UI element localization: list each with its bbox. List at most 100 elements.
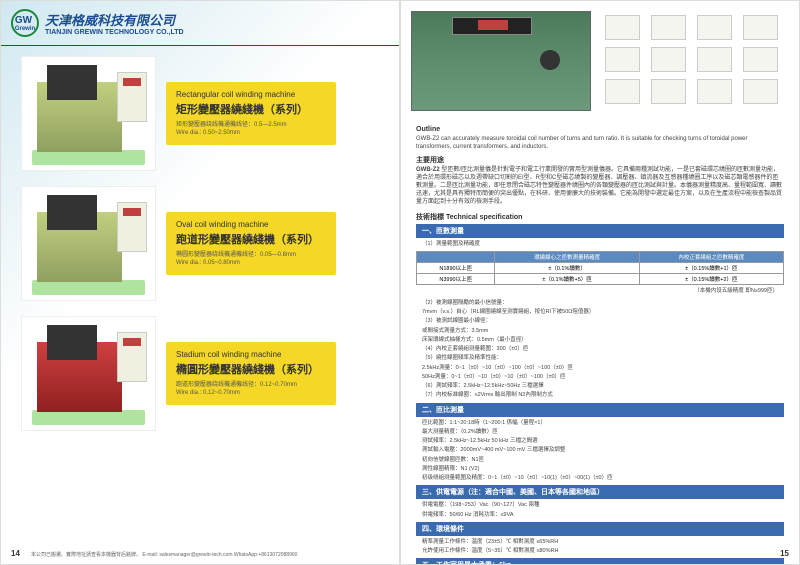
- product-label: Rectangular coil winding machine 矩形變壓器繞綫…: [166, 82, 336, 146]
- spec-line: （3）被测試線圈最小線徑：: [422, 317, 778, 325]
- product-image-1: [21, 56, 156, 171]
- logo-icon: GW Grewin: [11, 9, 39, 37]
- product-title-en: Stadium coil winding machine: [176, 350, 326, 359]
- td: N3990以上匝: [417, 273, 495, 284]
- product-list: Rectangular coil winding machine 矩形變壓器繞綫…: [1, 46, 399, 456]
- component-icon: [743, 15, 778, 40]
- outline-body: 型匝數/匝比測量儀是針對電子和電工行業開發的實用型測量儀器。它具備兩種測試功能，…: [416, 167, 782, 204]
- company-name-cn: 天津格威科技有限公司: [45, 10, 184, 29]
- product-title-en: Oval coil winding machine: [176, 220, 326, 229]
- product-title-cn: 橢圓形變壓器繞綫機（系列）: [176, 361, 326, 377]
- spec-line: 匝比範圍：1:1~20:18時（1~200:1 係幅（量程×1）: [422, 419, 778, 427]
- product-label: Stadium coil winding machine 橢圓形變壓器繞綫機（系…: [166, 342, 336, 406]
- th: [417, 251, 495, 262]
- outline-text-en: GWB-Z2 can accurately measure toroidal c…: [416, 135, 784, 152]
- td: ±（0.1%讀數）: [495, 262, 639, 273]
- spec-items-2: 匝比範圍：1:1~20:18時（1~200:1 係幅（量程×1）最大测量精度：（…: [416, 417, 784, 486]
- product-desc2: Wire dia.: 0.50~2.50mm: [176, 129, 326, 137]
- component-icon: [651, 15, 686, 40]
- td: ±（0.1%讀數+5）匝: [495, 273, 639, 284]
- table1-footnote: （本機内设五級精度 即N≥999匝）: [416, 285, 784, 297]
- spec-items-4: 精準測量工作條件：温度（23±5）℃ 相對濕度 ≤65%RH允許使用工作條件：温…: [416, 536, 784, 559]
- product-title-en: Rectangular coil winding machine: [176, 90, 326, 99]
- component-icon: [651, 79, 686, 104]
- product-title-cn: 矩形變壓器繞綫機（系列）: [176, 101, 326, 117]
- product-desc2: Wire dia.: 0.12~0.70mm: [176, 389, 326, 397]
- product-desc1: 椭圆形變壓器绕线機通機线径：0.05—0.8mm: [176, 251, 326, 259]
- component-grid: [601, 11, 789, 111]
- spec-line: 最大测量精度：（0.2%讀數）匝: [422, 428, 778, 436]
- logo-sub: Grewin: [15, 26, 35, 32]
- spec-line: （5）繞性線圈頻率及精準性能：: [422, 354, 778, 362]
- spec-line: 供電電壓：（198~253）Vac（90~127）Vac 兩種: [422, 501, 778, 509]
- product-desc1: 跑道形變壓器绕线機通機线径：0.12~0.70mm: [176, 381, 326, 389]
- spec-line: （7）内校标准線圈：≤2Vrms 輸出限制 N2內限制方式: [422, 391, 778, 399]
- right-top: [401, 1, 799, 121]
- page-number-left: 14: [11, 549, 20, 558]
- spec-bar-3: 三、供電電源（注：適合中國、美國、日本等各國和地區）: [416, 485, 784, 499]
- spec-line: 允許使用工作條件：温度（5~35）℃ 相對濕度 ≤80%RH: [422, 547, 778, 555]
- product-row: Oval coil winding machine 跑道形變壓器繞綫機（系列） …: [21, 186, 379, 301]
- spec-line: 供電頻率：50/60 Hz 消耗功率：≤9VA: [422, 511, 778, 519]
- outline-section: Outline GWB-Z2 can accurately measure to…: [401, 125, 799, 206]
- right-page: Outline GWB-Z2 can accurately measure to…: [400, 0, 800, 565]
- spec-bar-2: 二、匝比測量: [416, 403, 784, 417]
- spec-line: 初级绕組测量範圍及精度：0~1（±0）~10（±0）~10(1)（±0）~00(…: [422, 474, 778, 482]
- component-icon: [605, 15, 640, 40]
- component-icon: [605, 47, 640, 72]
- outline-title-cn: 主要用途: [416, 156, 784, 166]
- spec-header: 技術指標 Technical specification: [416, 212, 784, 222]
- spec-line: 測試輸入電壓：2000mV~400 mV~100 mV 三檔選擇及調整: [422, 446, 778, 454]
- model-name: GWB-Z2: [416, 167, 440, 173]
- spec-line: 2.5kHz測量：0~1（±0）~10（±0）~100（±0）~100（±0）匝: [422, 364, 778, 372]
- product-desc1: 矩形變壓器绕线機通機线径：0.5—2.5mm: [176, 121, 326, 129]
- spec-table-1: 環繞線心之匝數測量精確度 內校正套繞組之匝數精確度 N1890以上匝 ±（0.1…: [416, 251, 784, 285]
- spec-bar-1: 一、匝數測量: [416, 224, 784, 238]
- page-number-right: 15: [780, 549, 789, 558]
- spec-line: （4）內校正套繞組测量範圍：300（±0）匝: [422, 345, 778, 353]
- component-icon: [697, 79, 732, 104]
- component-icon: [651, 47, 686, 72]
- product-image-3: [21, 316, 156, 431]
- company-block: 天津格威科技有限公司 TIANJIN GREWIN TECHNOLOGY CO.…: [45, 10, 184, 36]
- spec-line: 床架環線式抽樣方式：0.5mm（最小直徑）: [422, 336, 778, 344]
- spec-line: 50Hz測量：0~1（±0）~10（±0）~10（±0）~100（±0）匝: [422, 373, 778, 381]
- spec-bar-4: 四、環境條件: [416, 522, 784, 536]
- product-image-2: [21, 186, 156, 301]
- td: N1890以上匝: [417, 262, 495, 273]
- table1-subtitle: （1）測量範圍及精確度: [416, 238, 784, 250]
- product-row: Stadium coil winding machine 橢圓形變壓器繞綫機（系…: [21, 316, 379, 431]
- footer-contact: 本公司已搬遷。實際地址請查看本機器背后銘牌。 E-mail: salesmana…: [31, 551, 297, 558]
- product-title-cn: 跑道形變壓器繞綫機（系列）: [176, 231, 326, 247]
- spec-line: 7mvm（v.s.）自心（RL線圈繞線至测實繞組，按位RI下被50Ω阻值器）: [422, 308, 778, 316]
- logo-abbr: GW: [15, 15, 35, 26]
- product-label: Oval coil winding machine 跑道形變壓器繞綫機（系列） …: [166, 212, 336, 276]
- spec-section: 技術指標 Technical specification 一、匝數測量 （1）測…: [416, 212, 784, 565]
- th: 內校正套繞組之匝數精確度: [639, 251, 783, 262]
- spec-items-1: （2）被測線圈隔勵的最小信號量：7mvm（v.s.）自心（RL線圈繞線至测實繞組…: [416, 297, 784, 403]
- th: 環繞線心之匝數測量精確度: [495, 251, 639, 262]
- product-row: Rectangular coil winding machine 矩形變壓器繞綫…: [21, 56, 379, 171]
- spec-line: （6）測試頻率：2.5kHz~12.5kHz~50Hz 三檔選擇: [422, 382, 778, 390]
- product-desc2: Wire dia.: 0.05~0.80mm: [176, 259, 326, 267]
- td: ±（0.15%讀數+1）匝: [639, 262, 783, 273]
- component-icon: [743, 47, 778, 72]
- spec-bar-5: 五、工作室用最大承重：6kg: [416, 558, 784, 565]
- td: ±（0.15%讀數+2）匝: [639, 273, 783, 284]
- spec-line: 測性線圈精限：N1 (V2): [422, 465, 778, 473]
- component-icon: [697, 47, 732, 72]
- component-icon: [605, 79, 640, 104]
- spec-line: （2）被測線圈隔勵的最小信號量：: [422, 299, 778, 307]
- left-page: GW Grewin 天津格威科技有限公司 TIANJIN GREWIN TECH…: [0, 0, 400, 565]
- outline-text-cn: GWB-Z2 型匝數/匝比測量儀是針對電子和電工行業開發的實用型測量儀器。它具備…: [416, 167, 784, 206]
- spec-items-3: 供電電壓：（198~253）Vac（90~127）Vac 兩種供電頻率：50/6…: [416, 499, 784, 522]
- company-name-en: TIANJIN GREWIN TECHNOLOGY CO.,LTD: [45, 29, 184, 36]
- spec-line: 初向信號線圈匝數：N1匝: [422, 456, 778, 464]
- component-icon: [743, 79, 778, 104]
- spec-line: 测試頻率：2.5kHz~12.5kHz 50 kHz 三檔之間選: [422, 437, 778, 445]
- device-image: [411, 11, 591, 111]
- component-icon: [697, 15, 732, 40]
- spec-line: 或間接式測量方式：3.5mm: [422, 327, 778, 335]
- header: GW Grewin 天津格威科技有限公司 TIANJIN GREWIN TECH…: [1, 1, 399, 46]
- spec-line: 精準測量工作條件：温度（23±5）℃ 相對濕度 ≤65%RH: [422, 538, 778, 546]
